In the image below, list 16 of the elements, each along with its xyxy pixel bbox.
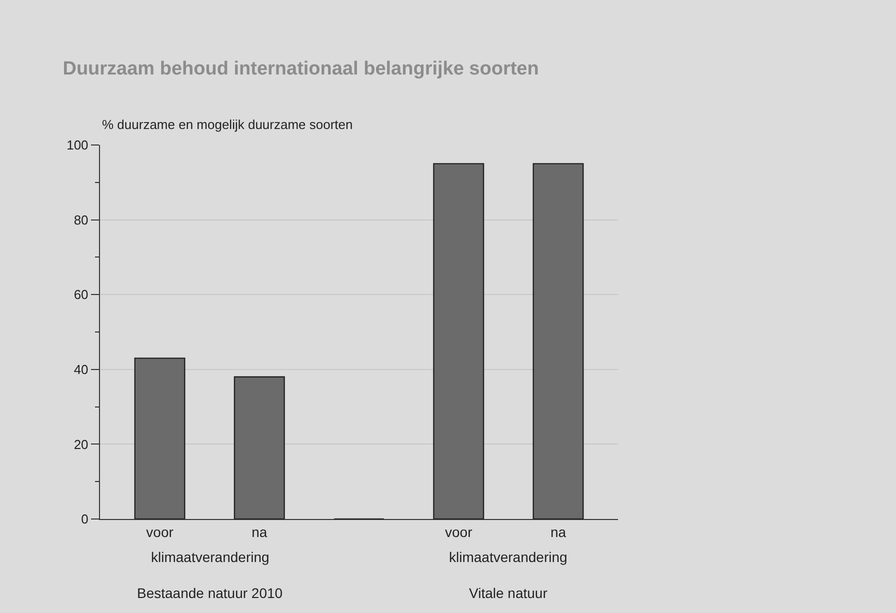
x-tick-label: voor	[146, 524, 174, 540]
text: Vitale natuur	[469, 585, 548, 601]
text: klimaatverandering	[449, 549, 568, 565]
y-axis-title: % duurzame en mogelijk duurzame soorten	[102, 117, 353, 132]
text: Bestaande natuur 2010	[137, 585, 283, 601]
x-tick-label: na	[252, 524, 268, 540]
y-tick-label: 60	[74, 287, 88, 302]
chart-title: Duurzaam behoud internationaal belangrijke soorten	[62, 58, 539, 80]
x-tick-label: voor	[445, 524, 473, 540]
y-tick-label: 100	[66, 138, 88, 153]
y-tick-label: 20	[74, 436, 88, 452]
x-tick-label: na	[550, 524, 566, 540]
y-tick-label: 80	[74, 212, 88, 228]
y-tick-label: 40	[74, 362, 88, 377]
text: klimaatverandering	[151, 549, 270, 565]
y-tick-label: 0	[81, 512, 88, 527]
